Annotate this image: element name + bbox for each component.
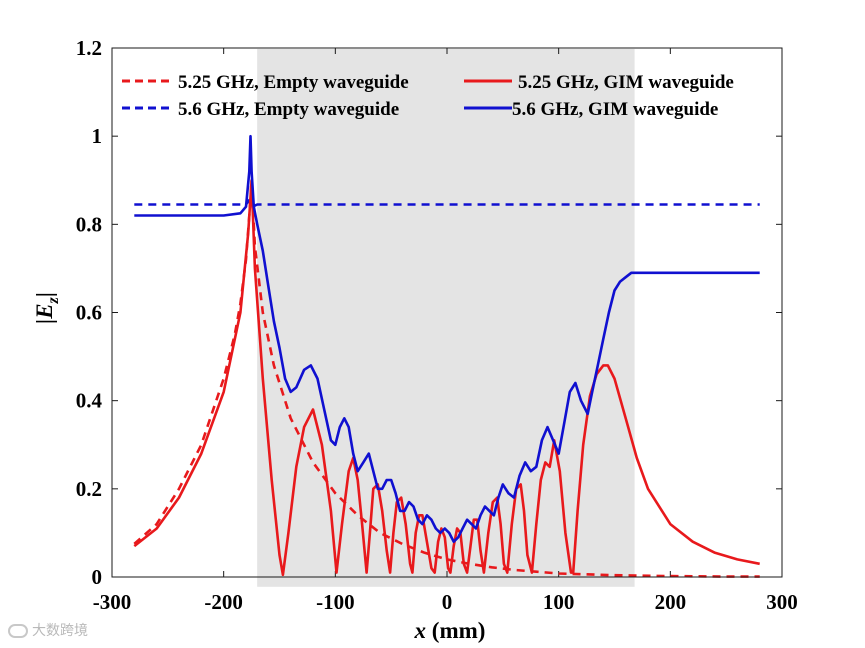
y-tick-label: 1.2 — [76, 36, 102, 60]
x-tick-label: -100 — [316, 590, 355, 614]
x-tick-label: -300 — [93, 590, 132, 614]
y-tick-label: 0.4 — [76, 389, 103, 413]
x-tick-label: 200 — [655, 590, 687, 614]
legend-label-56-empty: 5.6 GHz, Empty waveguide — [178, 99, 399, 120]
legend-label-525-gim: 5.25 GHz, GIM waveguide — [518, 72, 734, 93]
y-tick-label: 0.2 — [76, 477, 102, 501]
tick-labels: -300 -200 -100 0 100 200 300 0 0.2 0.4 0.6 0.8 1 1.2 — [76, 36, 798, 614]
x-tick-label: -200 — [204, 590, 243, 614]
watermark-text: 大数跨境 — [32, 623, 88, 639]
legend-label-525-empty: 5.25 GHz, Empty waveguide — [178, 72, 409, 93]
watermark: 大数跨境 — [8, 620, 88, 640]
series-56-gim — [134, 134, 760, 544]
y-tick-label: 0.8 — [76, 212, 102, 236]
y-axis-sub: z — [45, 296, 62, 304]
series-56-empty — [134, 198, 760, 208]
watermark-logo-icon — [8, 624, 28, 638]
y-tick-label: 0.6 — [76, 301, 102, 325]
legend-label-56-gim: 5.6 GHz, GIM waveguide — [512, 99, 718, 120]
x-tick-label: 300 — [766, 590, 798, 614]
series-525-gim — [133, 179, 760, 577]
y-tick-label: 1 — [92, 124, 103, 148]
plot-frame — [111, 47, 783, 578]
axis-ticks — [111, 47, 783, 578]
x-axis-unit: (mm) — [426, 618, 485, 643]
y-axis-end: | — [32, 292, 57, 297]
series-layer — [133, 134, 760, 578]
y-tick-label: 0 — [92, 565, 103, 589]
x-tick-label: 100 — [543, 590, 575, 614]
y-axis-base: |E — [32, 303, 57, 323]
gim-region-shading — [257, 49, 635, 587]
x-tick-label: 0 — [442, 590, 453, 614]
x-axis-var: x — [414, 618, 427, 643]
y-axis-label: |Ez| — [32, 292, 62, 324]
x-axis-label: x (mm) — [414, 618, 486, 643]
legend: 5.25 GHz, Empty waveguide 5.25 GHz, GIM … — [122, 72, 734, 120]
